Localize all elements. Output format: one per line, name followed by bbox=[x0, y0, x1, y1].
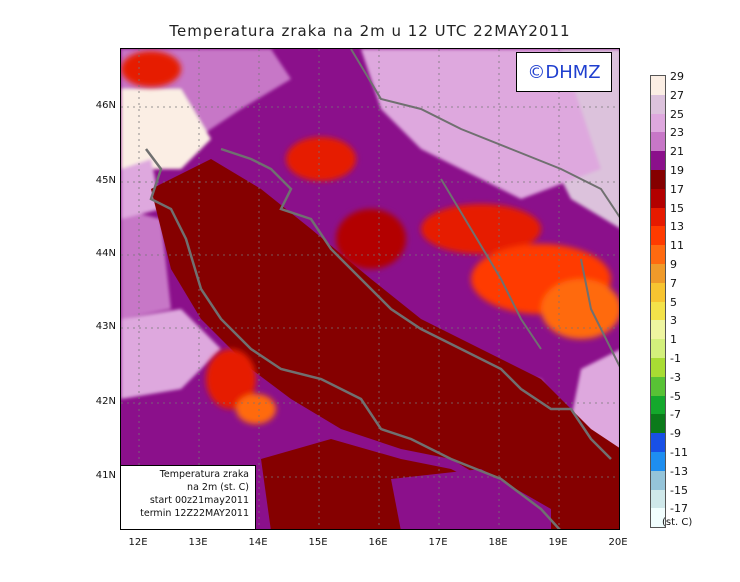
legend-label: -17 bbox=[670, 502, 688, 516]
legend-label: -1 bbox=[670, 352, 681, 365]
legend-label: -13 bbox=[670, 464, 688, 478]
hotspot-bosnia-3 bbox=[541, 279, 619, 339]
lon-label-17e: 17E bbox=[428, 537, 448, 548]
legend-label: 5 bbox=[670, 295, 677, 309]
hotspot-gargano bbox=[206, 349, 256, 409]
legend-swatch bbox=[651, 395, 665, 415]
legend-label: 7 bbox=[670, 276, 677, 290]
hotspot-north-italy bbox=[121, 51, 181, 87]
legend-label: -15 bbox=[670, 483, 688, 497]
legend-swatch bbox=[651, 151, 665, 170]
coastline-italy bbox=[145, 148, 561, 529]
legend-swatch bbox=[651, 376, 665, 396]
lon-label-19e: 19E bbox=[548, 537, 568, 548]
dhmz-logo: ©DHMZ bbox=[516, 52, 612, 92]
border-serbia bbox=[580, 258, 619, 368]
zone-italy-east bbox=[121, 209, 171, 319]
legend-label: 11 bbox=[670, 239, 684, 253]
hotspot-lika bbox=[336, 209, 406, 269]
lat-label-41n: 41N bbox=[95, 470, 116, 481]
legend-label: 3 bbox=[670, 314, 677, 328]
legend-swatch bbox=[651, 76, 665, 95]
legend-label: -5 bbox=[670, 389, 681, 403]
legend-swatch bbox=[651, 433, 665, 452]
legend-swatch bbox=[651, 169, 665, 189]
zone-ionian bbox=[391, 469, 551, 529]
info-line-3: start 00z21may2011 bbox=[149, 495, 249, 506]
legend-swatch bbox=[651, 320, 665, 340]
graticule bbox=[121, 49, 619, 529]
color-legend bbox=[650, 75, 666, 529]
legend-swatch bbox=[651, 188, 665, 208]
legend-swatch bbox=[651, 113, 665, 133]
legend-swatch bbox=[651, 226, 665, 246]
legend-swatch bbox=[651, 414, 665, 434]
legend-swatch bbox=[651, 245, 665, 264]
info-line-4: termin 12Z22MAY2011 bbox=[140, 508, 249, 519]
map-canvas bbox=[121, 49, 619, 529]
forecast-info-box: Temperatura zraka na 2m (st. C) start 00… bbox=[120, 465, 256, 530]
legend-label: 1 bbox=[670, 333, 677, 347]
zone-po-valley-warm bbox=[121, 89, 211, 169]
legend-unit: (st. C) bbox=[662, 517, 693, 528]
lon-label-14e: 14E bbox=[248, 537, 268, 548]
legend-swatch bbox=[651, 263, 665, 283]
hotspot-apulia bbox=[236, 394, 276, 424]
legend-label: 13 bbox=[670, 220, 684, 234]
legend-swatch bbox=[651, 301, 665, 321]
border-north bbox=[350, 49, 619, 218]
legend-label: -3 bbox=[670, 370, 681, 384]
map-title: Temperatura zraka na 2m u 12 UTC 22MAY20… bbox=[169, 22, 571, 40]
legend-swatch bbox=[651, 94, 665, 114]
legend-swatch bbox=[651, 132, 665, 152]
lat-label-44n: 44N bbox=[95, 248, 116, 259]
legend-label: 17 bbox=[670, 182, 684, 196]
lon-label-13e: 13E bbox=[188, 537, 208, 548]
lat-label-42n: 42N bbox=[95, 396, 116, 407]
legend-label: -9 bbox=[670, 427, 681, 441]
legend-label: 9 bbox=[670, 258, 677, 271]
legend-label: 23 bbox=[670, 126, 684, 140]
lat-label-46n: 46N bbox=[95, 100, 116, 111]
zone-italy-south bbox=[121, 309, 221, 399]
border-bosnia bbox=[440, 178, 542, 350]
adriatic-sea bbox=[151, 159, 619, 529]
legend-swatch bbox=[651, 451, 665, 471]
hotspot-istria bbox=[286, 137, 356, 181]
temperature-map bbox=[120, 48, 620, 530]
legend-swatch bbox=[651, 470, 665, 490]
legend-label: -11 bbox=[670, 446, 688, 459]
legend-label: 25 bbox=[670, 107, 684, 121]
lon-label-15e: 15E bbox=[308, 537, 328, 548]
zone-adriatic-north bbox=[121, 159, 161, 219]
legend-label: 19 bbox=[670, 164, 684, 177]
legend-swatch bbox=[651, 489, 665, 509]
lat-label-43n: 43N bbox=[95, 321, 116, 332]
legend-swatch bbox=[651, 207, 665, 227]
legend-label: 27 bbox=[670, 88, 684, 102]
legend-swatch bbox=[651, 508, 665, 528]
lon-label-20e: 20E bbox=[608, 537, 628, 548]
info-line-1: Temperatura zraka bbox=[159, 469, 249, 480]
legend-label: 21 bbox=[670, 145, 684, 159]
lon-label-12e: 12E bbox=[128, 537, 148, 548]
legend-swatch bbox=[651, 282, 665, 302]
legend-swatch bbox=[651, 339, 665, 358]
hotspot-bosnia-1 bbox=[421, 204, 541, 254]
lat-label-45n: 45N bbox=[95, 175, 116, 186]
legend-label: 29 bbox=[670, 70, 684, 83]
lon-label-16e: 16E bbox=[368, 537, 388, 548]
legend-label: 15 bbox=[670, 201, 684, 215]
info-line-2: na 2m (st. C) bbox=[187, 482, 249, 493]
legend-label: -7 bbox=[670, 408, 681, 422]
lon-label-18e: 18E bbox=[488, 537, 508, 548]
legend-swatch bbox=[651, 357, 665, 377]
